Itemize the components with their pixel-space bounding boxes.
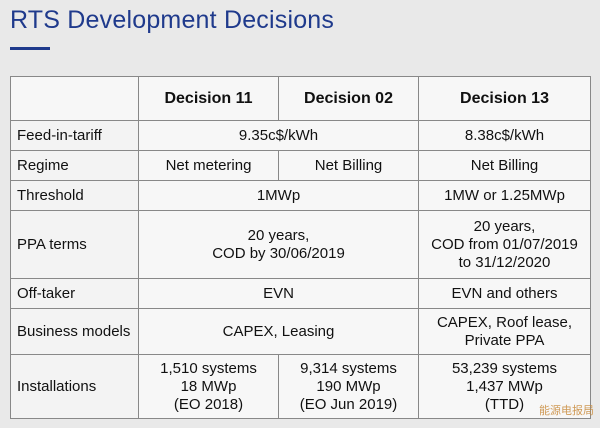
row-label: Installations [10,354,139,419]
table-row-threshold: Threshold 1MWp 1MW or 1.25MWp [10,180,591,211]
cell-line: (TTD) [484,395,525,413]
header-decision-13: Decision 13 [418,76,591,121]
threshold-d11-d02: 1MWp [138,180,419,211]
cell-line: 190 MWp [316,377,381,395]
page-title: RTS Development Decisions [10,6,335,34]
row-label: Threshold [10,180,139,211]
cell-line: 1,510 systems [160,359,257,377]
table-row-ppa-terms: PPA terms 20 years, COD by 30/06/2019 20… [10,210,591,279]
cell-line: 1,437 MWp [466,377,543,395]
table-row-business-models: Business models CAPEX, Leasing CAPEX, Ro… [10,308,591,355]
cell-line: to 31/12/2020 [458,253,551,271]
cell-line: (EO 2018) [173,395,244,413]
regime-d02: Net Billing [278,150,419,181]
business-d11-d02: CAPEX, Leasing [138,308,419,355]
cell-line: 18 MWp [180,377,237,395]
regime-d11: Net metering [138,150,279,181]
ppa-d11-d02: 20 years, COD by 30/06/2019 [138,210,419,279]
cell-line: 20 years, [473,217,536,235]
header-decision-02: Decision 02 [278,76,419,121]
installations-d02: 9,314 systems 190 MWp (EO Jun 2019) [278,354,419,419]
header-decision-11: Decision 11 [138,76,279,121]
cell-line: 20 years, [247,226,310,244]
offtaker-d11-d02: EVN [138,278,419,309]
cell-line: 9,314 systems [300,359,397,377]
header-empty-cell [10,76,139,121]
cell-line: 53,239 systems [451,359,558,377]
threshold-d13: 1MW or 1.25MWp [418,180,591,211]
cell-line: Private PPA [464,331,545,349]
cell-line: COD from 01/07/2019 [431,235,578,253]
watermark-logo: 能源电报局 [539,404,594,417]
cell-line: (EO Jun 2019) [299,395,398,413]
table-row-installations: Installations 1,510 systems 18 MWp (EO 2… [10,354,591,419]
row-label: Feed-in-tariff [10,120,139,151]
table-row-off-taker: Off-taker EVN EVN and others [10,278,591,309]
installations-d11: 1,510 systems 18 MWp (EO 2018) [138,354,279,419]
title-underline [10,47,50,50]
ppa-d13: 20 years, COD from 01/07/2019 to 31/12/2… [418,210,591,279]
cell-line: COD by 30/06/2019 [212,244,345,262]
fit-d13: 8.38c$/kWh [418,120,591,151]
installations-d13: 53,239 systems 1,437 MWp (TTD) [418,354,591,419]
business-d13: CAPEX, Roof lease, Private PPA [418,308,591,355]
table-row-feed-in-tariff: Feed-in-tariff 9.35c$/kWh 8.38c$/kWh [10,120,591,151]
table-row-regime: Regime Net metering Net Billing Net Bill… [10,150,591,181]
row-label: Off-taker [10,278,139,309]
row-label: PPA terms [10,210,139,279]
cell-line: CAPEX, Roof lease, [436,313,573,331]
regime-d13: Net Billing [418,150,591,181]
decisions-table: Decision 11 Decision 02 Decision 13 Feed… [10,76,591,419]
offtaker-d13: EVN and others [418,278,591,309]
row-label: Regime [10,150,139,181]
row-label: Business models [10,308,139,355]
table-header-row: Decision 11 Decision 02 Decision 13 [10,76,591,121]
fit-d11-d02: 9.35c$/kWh [138,120,419,151]
